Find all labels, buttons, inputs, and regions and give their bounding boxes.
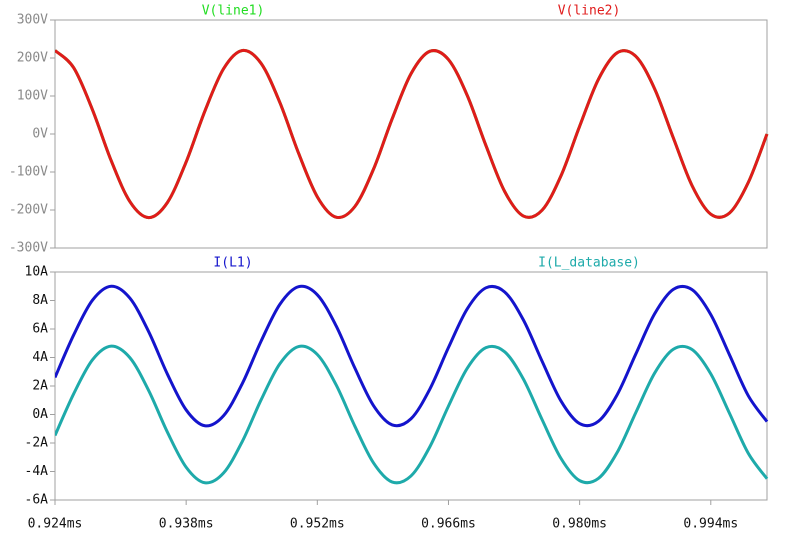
y-tick-label: 0A [32,407,48,422]
y-tick-label: 0V [32,127,48,142]
y-tick-label: -200V [9,203,48,218]
x-tick-label: 0.938ms [159,517,214,532]
y-tick-label: 2A [32,379,48,394]
y-tick-label: 300V [17,13,48,28]
legend-entry: I(L1) [213,256,252,271]
x-tick-label: 0.966ms [421,517,476,532]
legend-entry: I(L_database) [538,256,640,271]
x-tick-label: 0.952ms [290,517,345,532]
y-tick-label: 4A [32,350,48,365]
x-tick-label: 0.924ms [28,517,83,532]
y-tick-label: -6A [25,493,49,508]
trace [55,344,769,485]
y-tick-label: 10A [25,265,49,280]
x-tick-label: 0.994ms [683,517,738,532]
legend-entry: V(line2) [558,4,621,19]
y-tick-label: 100V [17,89,48,104]
y-tick-label: 200V [17,51,48,66]
y-tick-label: -4A [25,464,49,479]
y-tick-label: 6A [32,322,48,337]
trace [55,284,769,428]
y-tick-label: -2A [25,436,49,451]
legend-entry: V(line1) [202,4,265,19]
trace [55,48,769,220]
y-tick-label: -300V [9,241,48,256]
x-tick-label: 0.980ms [552,517,607,532]
y-tick-label: -100V [9,165,48,180]
y-tick-label: 8A [32,293,48,308]
